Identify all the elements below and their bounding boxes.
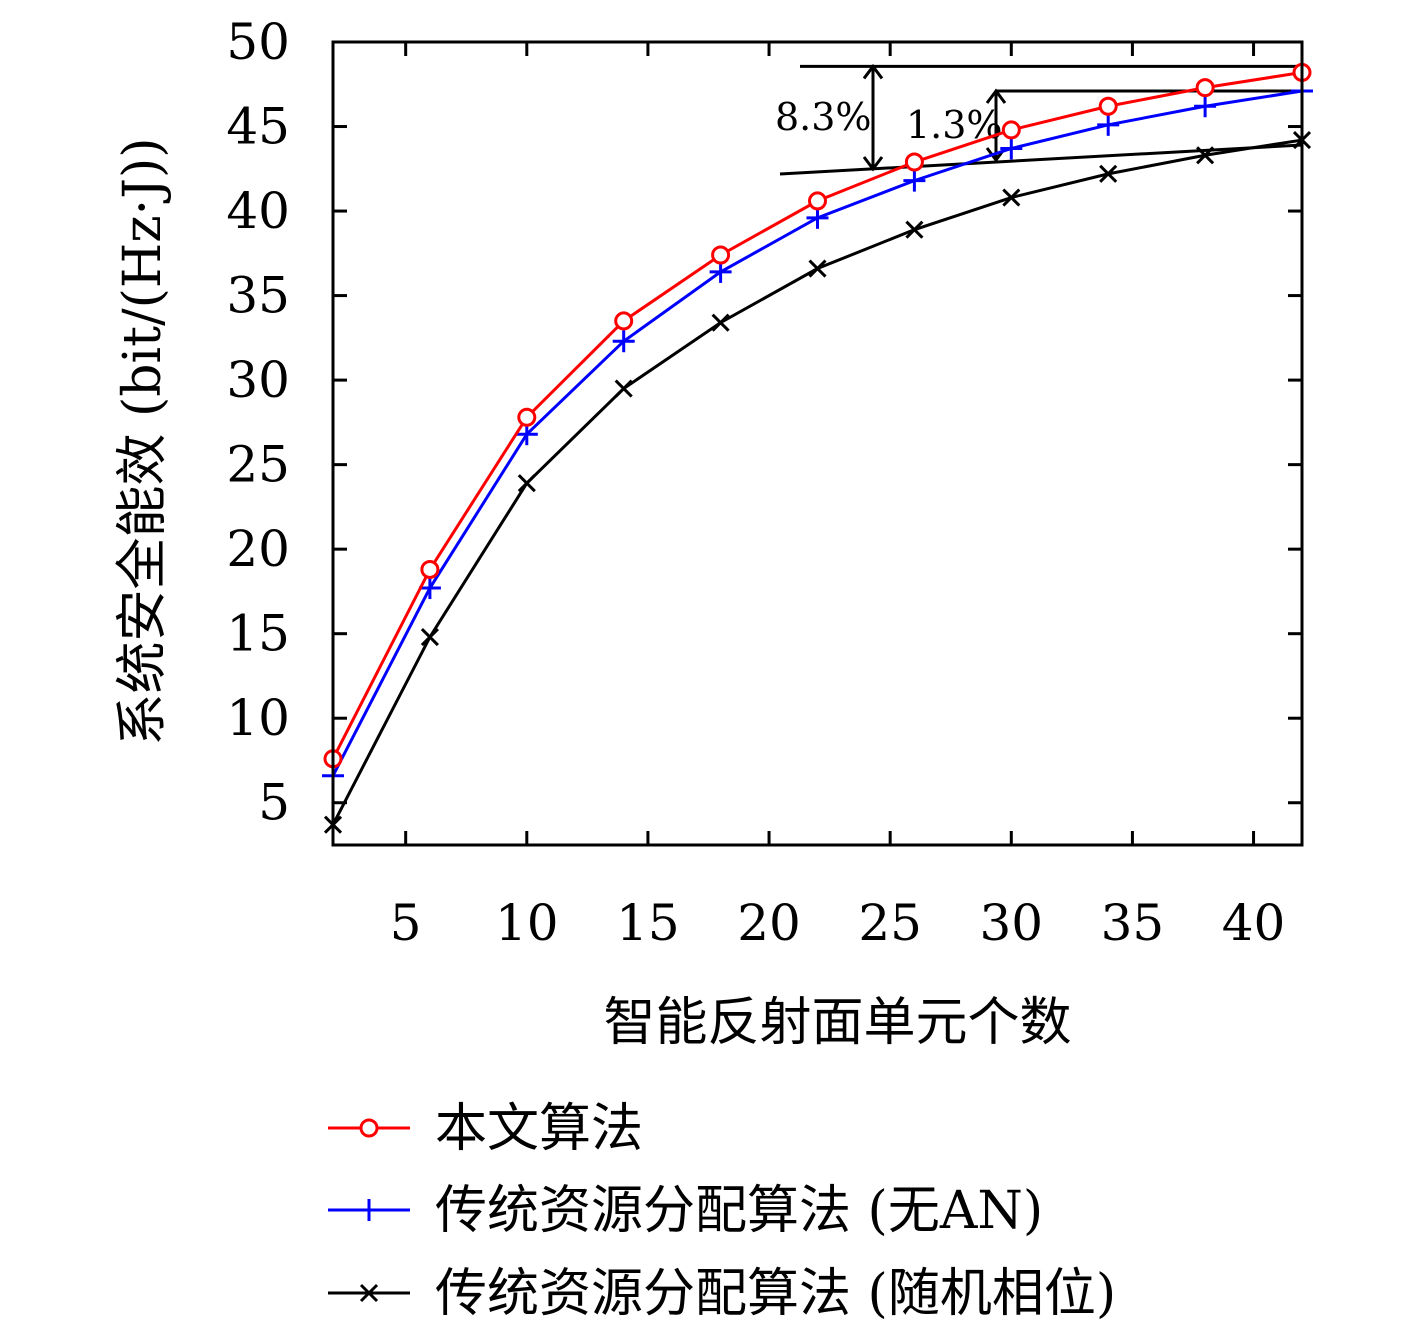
data-point-stroke — [420, 628, 439, 647]
series — [323, 130, 1312, 834]
series-layer — [322, 62, 1313, 834]
data-point — [1098, 96, 1118, 116]
data-point — [905, 220, 924, 239]
x-tick-label: 15 — [616, 894, 680, 952]
data-point — [806, 206, 829, 229]
data-point — [1196, 146, 1215, 165]
data-point-stroke — [1002, 188, 1021, 207]
arrow-head — [862, 63, 884, 80]
data-point — [517, 407, 537, 427]
x-tick-label: 25 — [858, 894, 922, 952]
x-tick-label: 35 — [1101, 894, 1165, 952]
legend-label: 传统资源分配算法 (随机相位) — [435, 1264, 1116, 1324]
data-point — [1099, 164, 1118, 183]
y-tick-label: 15 — [226, 605, 290, 663]
annotation-label: 8.3% — [775, 95, 872, 139]
data-point — [359, 1283, 379, 1303]
data-point — [808, 191, 827, 211]
data-point — [1097, 113, 1120, 136]
data-point — [418, 577, 441, 600]
data-point — [1194, 95, 1217, 118]
annotations: 8.3% 1.3% — [775, 63, 1303, 176]
arrow-head — [862, 156, 884, 172]
data-point — [517, 474, 536, 493]
legend-entry: 本文算法 — [328, 1099, 643, 1159]
y-tick-label: 35 — [226, 267, 290, 325]
data-point — [1002, 188, 1021, 207]
ticks: 5 10 15 20 25 30 35 40 5 10 15 20 25 30 35 40 45 50 — [226, 13, 1302, 952]
y-tick-label: 5 — [258, 774, 290, 832]
data-point-stroke — [359, 1283, 379, 1303]
data-point — [711, 313, 730, 332]
legend-label: 本文算法 — [435, 1099, 643, 1159]
data-point — [420, 559, 440, 579]
double-arrow — [862, 63, 884, 172]
series — [323, 62, 1312, 769]
series-line — [331, 138, 1303, 826]
legend-entry: 传统资源分配算法 (随机相位) — [328, 1264, 1116, 1324]
y-tick-label: 20 — [226, 520, 290, 578]
data-point — [709, 260, 732, 283]
data-point — [614, 379, 633, 398]
data-point — [359, 1118, 379, 1138]
x-tick-label: 40 — [1222, 894, 1286, 952]
arrow-head — [985, 88, 1007, 104]
legend-label: 传统资源分配算法 (无AN) — [435, 1181, 1043, 1241]
data-point — [614, 311, 634, 331]
data-point — [903, 169, 926, 192]
data-point — [420, 628, 439, 647]
data-point-stroke — [614, 379, 633, 398]
legend-entry: 传统资源分配算法 (无AN) — [328, 1181, 1043, 1241]
series — [322, 80, 1313, 787]
y-tick-label: 30 — [226, 351, 290, 409]
data-point — [358, 1199, 380, 1221]
data-point-stroke — [905, 220, 924, 239]
y-tick-label: 45 — [226, 98, 290, 156]
data-point-stroke — [517, 474, 536, 493]
data-point-stroke — [808, 259, 827, 278]
annotation-label: 1.3% — [906, 103, 1003, 147]
data-point — [904, 152, 924, 172]
data-point — [515, 423, 538, 446]
x-tick-label: 5 — [390, 894, 422, 952]
series-line — [331, 70, 1303, 760]
x-axis-title: 智能反射面单元个数 — [603, 993, 1071, 1053]
y-tick-label: 10 — [226, 689, 290, 747]
data-point — [808, 259, 827, 278]
data-point-stroke — [1196, 146, 1215, 165]
data-point — [612, 330, 635, 353]
data-point — [1000, 137, 1023, 160]
x-tick-label: 20 — [737, 894, 801, 952]
reference-line — [779, 143, 1303, 176]
data-point-stroke — [711, 313, 730, 332]
y-axis-title: 系统安全能效 (bit/(Hz·J)) — [113, 137, 173, 745]
x-tick-label: 30 — [979, 894, 1043, 952]
y-tick-label: 25 — [226, 436, 290, 494]
data-point — [1001, 120, 1021, 140]
y-tick-label: 40 — [226, 182, 290, 240]
plot-frame — [331, 40, 1304, 847]
data-point — [711, 245, 731, 265]
data-point-stroke — [1099, 164, 1118, 183]
x-tick-label: 10 — [495, 894, 559, 952]
y-tick-label: 50 — [226, 13, 290, 71]
data-point — [1195, 78, 1215, 98]
